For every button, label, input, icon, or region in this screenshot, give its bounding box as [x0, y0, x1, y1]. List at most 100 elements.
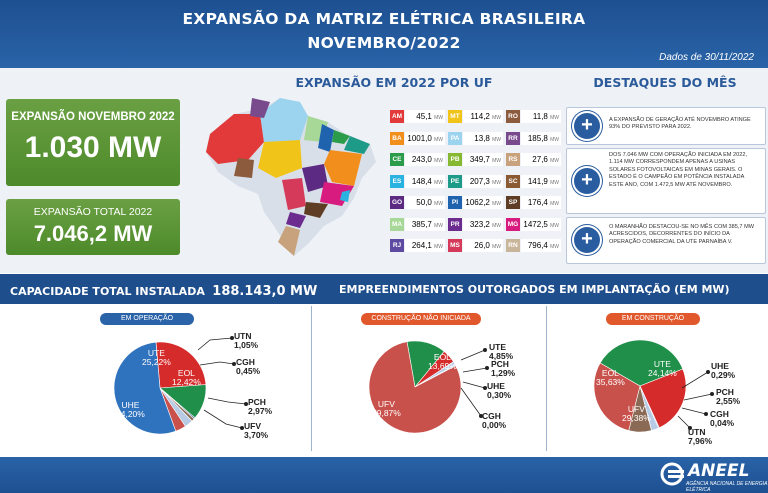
uf-code: PI: [448, 196, 462, 209]
uf-grid: AM45,1 MWMT114,2 MWRO11,8 MWBA1001,0 MWP…: [390, 110, 562, 262]
plus-icon: +: [574, 113, 600, 139]
uf-value: 13,8 MW: [463, 132, 503, 145]
pie3-title: EM CONSTRUÇÃO: [606, 313, 700, 325]
uf-code: PE: [448, 175, 462, 188]
uf-value-unit: MW: [434, 201, 443, 207]
pie3-label-ufv: UFV29,38%: [622, 405, 651, 423]
uf-code: SP: [506, 196, 520, 209]
uf-value-unit: MW: [492, 244, 501, 250]
uf-cell: BA1001,0 MW: [390, 132, 446, 145]
uf-value-number: 141,9: [528, 177, 548, 186]
highlight-text-1: A EXPANSÃO DE GERAÇÃO ATÉ NOVEMBRO ATING…: [609, 117, 759, 132]
uf-code: MA: [390, 218, 404, 231]
uf-value-unit: MW: [550, 180, 559, 186]
uf-value: 176,4 MW: [521, 196, 561, 209]
uf-cell: MS26,0 MW: [448, 239, 504, 252]
highlight-text-3: O MARANHÃO DESTACOU-SE NO MÊS COM 385,7 …: [609, 224, 759, 246]
uf-value: 796,4 MW: [521, 239, 561, 252]
uf-cell: PE207,3 MW: [448, 175, 504, 188]
uf-value-unit: MW: [434, 244, 443, 250]
uf-value: 243,0 MW: [405, 153, 445, 166]
uf-value-unit: MW: [492, 223, 501, 229]
uf-code: ES: [390, 175, 404, 188]
uf-cell: RN796,4 MW: [506, 239, 562, 252]
uf-value-number: 1472,5: [523, 220, 547, 229]
plus-icon: +: [574, 227, 600, 253]
expansion-month-label: EXPANSÃO NOVEMBRO 2022: [6, 111, 180, 123]
uf-value-unit: MW: [550, 201, 559, 207]
pie2-title: CONSTRUÇÃO NÃO INICIADA: [361, 313, 481, 325]
uf-value-number: 11,8: [533, 112, 548, 121]
uf-code: AM: [390, 110, 404, 123]
expansion-total-label: EXPANSÃO TOTAL 2022: [6, 206, 180, 218]
plus-icon: +: [574, 168, 600, 194]
uf-cell: RR185,8 MW: [506, 132, 562, 145]
uf-value: 11,8 MW: [521, 110, 561, 123]
uf-value: 50,0 MW: [405, 196, 445, 209]
uf-cell: PB349,7 MW: [448, 153, 504, 166]
expansion-month-box: EXPANSÃO NOVEMBRO 2022 1.030 MW: [6, 99, 180, 186]
column-divider: [311, 306, 312, 451]
uf-value: 323,2 MW: [463, 218, 503, 231]
empreendimentos-title: EMPREENDIMENTOS OUTORGADOS EM IMPLANTAÇÃ…: [339, 283, 730, 296]
uf-cell: PI1062,2 MW: [448, 196, 504, 209]
brazil-map: [204, 94, 378, 258]
pie3-label-eol: EOL35,63%: [596, 369, 625, 387]
uf-cell: SP176,4 MW: [506, 196, 562, 209]
uf-value-number: 45,1: [416, 112, 432, 121]
highlights-title: DESTAQUES DO MÊS: [566, 75, 764, 90]
uf-code: BA: [390, 132, 404, 145]
footer-banner: [0, 457, 768, 493]
uf-cell: CE243,0 MW: [390, 153, 446, 166]
uf-code: PA: [448, 132, 462, 145]
uf-value-unit: MW: [492, 180, 501, 186]
page-title: EXPANSÃO DA MATRIZ ELÉTRICA BRASILEIRA: [0, 10, 768, 28]
capacity-row: CAPACIDADE TOTAL INSTALADA 188.143,0 MW: [10, 282, 317, 300]
uf-value-number: 385,7: [412, 220, 432, 229]
uf-value-number: 50,0: [416, 198, 432, 207]
uf-value-number: 1001,0: [407, 134, 431, 143]
uf-cell: SC141,9 MW: [506, 175, 562, 188]
uf-value-unit: MW: [550, 137, 559, 143]
uf-value-number: 323,2: [470, 220, 490, 229]
pie2-label-eol: EOL13,69%: [428, 353, 457, 371]
uf-value-number: 796,4: [528, 241, 548, 250]
uf-value: 1472,5 MW: [521, 218, 561, 231]
highlight-card-3: + O MARANHÃO DESTACOU-SE NO MÊS COM 385,…: [566, 217, 766, 264]
pie3-leader-lines: [676, 360, 716, 436]
uf-value-number: 176,4: [528, 198, 548, 207]
uf-code: RO: [506, 110, 520, 123]
uf-value-number: 26,0: [474, 241, 490, 250]
uf-value: 185,8 MW: [521, 132, 561, 145]
uf-cell: MG1472,5 MW: [506, 218, 562, 231]
uf-cell: PA13,8 MW: [448, 132, 504, 145]
uf-value-number: 27,6: [532, 155, 548, 164]
uf-value: 207,3 MW: [463, 175, 503, 188]
uf-value: 1001,0 MW: [405, 132, 445, 145]
uf-cell: MT114,2 MW: [448, 110, 504, 123]
uf-value-number: 114,2: [470, 112, 489, 121]
uf-value-number: 349,7: [470, 155, 490, 164]
uf-value-unit: MW: [492, 137, 501, 143]
expansion-total-box: EXPANSÃO TOTAL 2022 7.046,2 MW: [6, 199, 180, 255]
uf-code: SC: [506, 175, 520, 188]
uf-cell: RS27,6 MW: [506, 153, 562, 166]
uf-cell: RJ264,1 MW: [390, 239, 446, 252]
pie2-leader-lines: [455, 340, 495, 430]
highlight-card-2: + DOS 7.046 MW COM OPERAÇÃO INICIADA EM …: [566, 148, 766, 214]
uf-cell: GO50,0 MW: [390, 196, 446, 209]
highlight-text-2: DOS 7.046 MW COM OPERAÇÃO INICIADA EM 20…: [609, 152, 759, 189]
highlight-card-1: + A EXPANSÃO DE GERAÇÃO ATÉ NOVEMBRO ATI…: [566, 107, 766, 145]
uf-value: 26,0 MW: [463, 239, 503, 252]
uf-value-number: 207,3: [470, 177, 490, 186]
aneel-logo-text: ANEEL: [688, 461, 749, 481]
uf-value-unit: MW: [550, 244, 559, 250]
data-date: Dados de 30/11/2022: [659, 52, 754, 63]
uf-code: MT: [448, 110, 462, 123]
uf-cell: PR323,2 MW: [448, 218, 504, 231]
uf-value: 27,6 MW: [521, 153, 561, 166]
uf-code: RJ: [390, 239, 404, 252]
aneel-logo-icon: [660, 462, 686, 486]
uf-value: 141,9 MW: [521, 175, 561, 188]
uf-code: RR: [506, 132, 520, 145]
